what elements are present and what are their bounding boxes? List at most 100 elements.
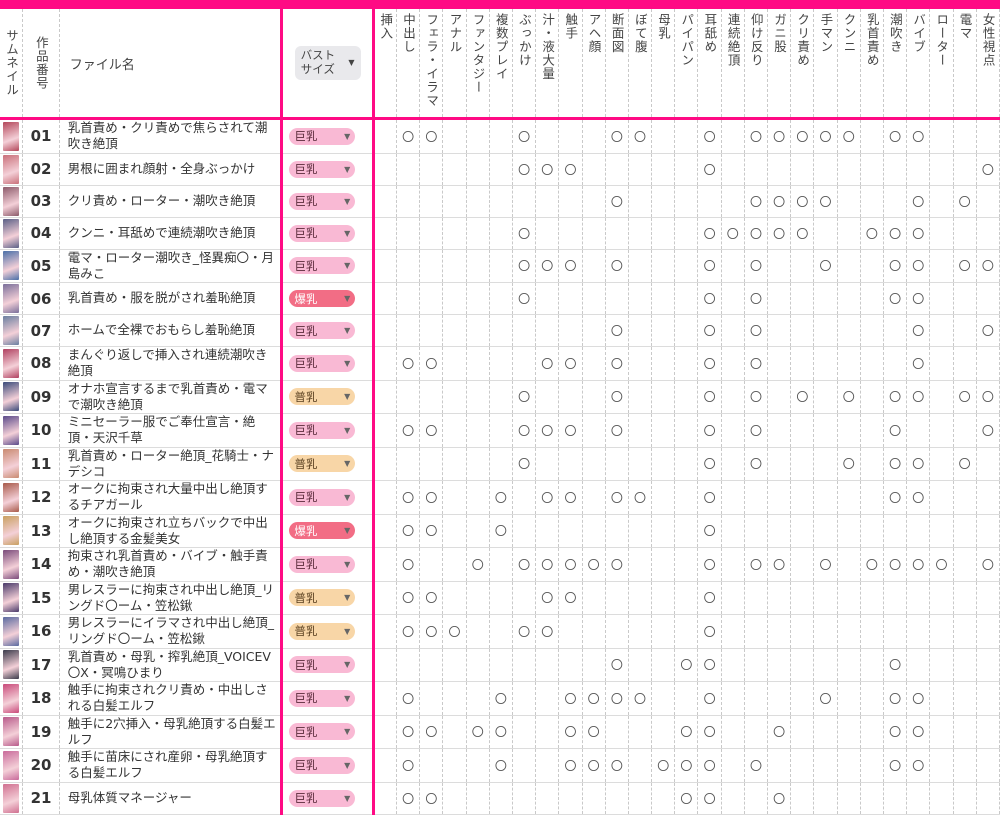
tag-mark: 〇 [697,514,722,548]
table-row[interactable]: 14 拘束され乳首責め・バイブ・触手責め・潮吹き絶頂 巨乳 ▼ 〇〇〇〇〇〇〇〇〇〇〇〇… [0,547,1000,582]
thumbnail-image[interactable] [3,186,20,216]
table-row[interactable]: 03 クリ責め・ローター・潮吹き絶頂 巨乳 ▼ 〇〇〇〇〇〇〇 [0,185,1000,218]
thumbnail-image[interactable] [3,650,20,680]
table-row[interactable]: 05 電マ・ローター潮吹き_怪異痴〇・月島みこ 巨乳 ▼ 〇〇〇〇〇〇〇〇〇〇〇 [0,249,1000,283]
tag-mark [790,648,815,682]
table-row[interactable]: 04 クンニ・耳舐めで連続潮吹き絶頂 巨乳 ▼ 〇〇〇〇〇〇〇〇〇 [0,217,1000,250]
table-row[interactable]: 20 触手に苗床にされ産卵・母乳絶頂する白髪エルフ 巨乳 ▼ 〇〇〇〇〇〇〇〇〇〇〇 [0,748,1000,783]
tag-mark: 〇 [813,118,838,154]
thumbnail-image[interactable] [3,316,20,345]
table-row[interactable]: 12 オークに拘束され大量中出し絶頂するチアガール 巨乳 ▼ 〇〇〇〇〇〇〇〇〇〇 [0,480,1000,515]
header-tag: 耳舐め [697,9,722,120]
thumbnail-image[interactable] [3,516,20,546]
table-row[interactable]: 13 オークに拘束され立ちバックで中出し絶頂する金髪美女 爆乳 ▼ 〇〇〇〇 [0,514,1000,548]
bust-size-dropdown[interactable]: 巨乳 ▼ [289,421,356,439]
bust-size-dropdown[interactable]: 爆乳 ▼ [289,290,356,307]
thumbnail-image[interactable] [3,284,20,313]
thumbnail-image[interactable] [3,583,20,613]
thumbnail-image[interactable] [3,348,20,378]
bust-size-dropdown[interactable]: 巨乳 ▼ [289,322,356,339]
tag-mark [929,249,954,283]
bust-size-dropdown[interactable]: 巨乳 ▼ [289,555,356,573]
thumbnail-image[interactable] [3,449,20,479]
bust-size-dropdown[interactable]: 普乳 ▼ [289,388,356,406]
tag-mark [373,782,398,815]
thumbnail-image[interactable] [3,717,20,747]
thumbnail-cell [0,514,24,548]
tag-mark [697,185,722,218]
table-row[interactable]: 10 ミニセーラー服でご奉仕宣言・絶頂・天沢千草 巨乳 ▼ 〇〇〇〇〇〇〇〇〇〇 [0,413,1000,448]
work-number: 19 [22,715,60,749]
tag-mark [442,380,467,414]
tag-mark [790,715,815,749]
bust-size-dropdown[interactable]: 巨乳 ▼ [289,224,356,242]
tag-mark [929,715,954,749]
bust-size-cell: 普乳 ▼ [280,614,375,649]
tag-mark: 〇 [744,185,769,218]
bust-size-dropdown[interactable]: 普乳 ▼ [289,589,356,607]
thumbnail-image[interactable] [3,750,20,780]
table-row[interactable]: 17 乳首責め・母乳・搾乳絶頂_VOICEV〇X・冥鳴ひまり 巨乳 ▼ 〇〇〇〇 [0,648,1000,682]
tag-mark: 〇 [953,249,977,283]
table-row[interactable]: 21 母乳体質マネージャー 巨乳 ▼ 〇〇〇〇〇 [0,782,1000,815]
table-row[interactable]: 02 男根に囲まれ顔射・全身ぶっかけ 巨乳 ▼ 〇〇〇〇〇 [0,153,1000,186]
table-row[interactable]: 16 男レスラーにイラマされ中出し絶頂_リングド〇ーム・笠松鍬 普乳 ▼ 〇〇〇〇〇〇 [0,614,1000,649]
tag-mark [558,380,583,414]
tag-mark [373,748,398,783]
thumbnail-cell [0,648,24,682]
tag-mark [373,153,398,186]
bust-size-dropdown[interactable]: 巨乳 ▼ [289,160,356,178]
header-bust-size-filter[interactable]: バスト サイズ ▼ [280,9,375,120]
tag-mark [605,581,629,615]
thumbnail-image[interactable] [3,616,20,646]
thumbnail-image[interactable] [3,549,20,579]
tag-mark: 〇 [883,282,908,315]
work-number: 01 [22,118,60,154]
table-row[interactable]: 01 乳首責め・クリ責めで焦らされて潮吹き絶頂 巨乳 ▼ 〇〇〇〇〇〇〇〇〇〇〇〇〇 [0,118,1000,154]
tag-mark [860,715,884,749]
bust-size-dropdown[interactable]: 巨乳 ▼ [289,192,356,210]
bust-size-dropdown[interactable]: 巨乳 ▼ [289,488,356,506]
thumbnail-image[interactable] [3,121,20,151]
tag-mark [442,715,467,749]
thumbnail-image[interactable] [3,251,20,281]
bust-size-cell: 巨乳 ▼ [280,715,375,749]
tag-mark: 〇 [582,748,606,783]
tag-mark: 〇 [860,547,884,582]
bust-size-dropdown[interactable]: 巨乳 ▼ [289,723,356,741]
thumbnail-image[interactable] [3,482,20,512]
bust-size-cell: 巨乳 ▼ [280,314,375,347]
bust-size-cell: 普乳 ▼ [280,380,375,414]
bust-size-dropdown[interactable]: 巨乳 ▼ [289,689,356,707]
tag-mark: 〇 [697,480,722,515]
bust-size-dropdown[interactable]: 巨乳 ▼ [289,354,356,372]
thumbnail-image[interactable] [3,218,20,248]
thumbnail-image[interactable] [3,415,20,445]
bust-size-dropdown[interactable]: 巨乳 ▼ [289,257,356,275]
bust-size-label: 巨乳 [294,557,318,572]
table-row[interactable]: 11 乳首責め・ローター絶頂_花騎士・ナデシコ 普乳 ▼ 〇〇〇〇〇〇〇 [0,447,1000,481]
thumbnail-image[interactable] [3,683,20,713]
thumbnail-image[interactable] [3,154,20,184]
bust-size-dropdown[interactable]: 巨乳 ▼ [289,756,356,774]
bust-size-select[interactable]: バスト サイズ ▼ [294,46,361,80]
bust-size-dropdown[interactable]: 普乳 ▼ [289,622,356,640]
table-row[interactable]: 06 乳首責め・服を脱がされ羞恥絶頂 爆乳 ▼ 〇〇〇〇〇 [0,282,1000,315]
bust-size-dropdown[interactable]: 巨乳 ▼ [289,656,356,674]
table-row[interactable]: 15 男レスラーに拘束され中出し絶頂_リングド〇ーム・笠松鍬 普乳 ▼ 〇〇〇〇〇 [0,581,1000,615]
bust-size-dropdown[interactable]: 巨乳 ▼ [289,789,356,807]
bust-size-dropdown[interactable]: 巨乳 ▼ [289,127,356,145]
table-row[interactable]: 18 触手に拘束されクリ責め・中出しされる白髪エルフ 巨乳 ▼ 〇〇〇〇〇〇〇〇〇〇 [0,681,1000,716]
table-row[interactable]: 09 オナホ宣言するまで乳首責め・電マで潮吹き絶頂 普乳 ▼ 〇〇〇〇〇〇〇〇〇〇 [0,380,1000,414]
thumbnail-image[interactable] [3,783,20,813]
table-row[interactable]: 07 ホームで全裸でおもらし羞恥絶頂 巨乳 ▼ 〇〇〇〇〇 [0,314,1000,347]
bust-size-dropdown[interactable]: 普乳 ▼ [289,455,356,473]
tag-mark [558,185,583,218]
table-row[interactable]: 08 まんぐり返しで挿入され連続潮吹き絶頂 巨乳 ▼ 〇〇〇〇〇〇〇〇 [0,346,1000,381]
table-row[interactable]: 19 触手に2穴挿入・母乳絶頂する白髪エルフ 巨乳 ▼ 〇〇〇〇〇〇〇〇〇〇〇 [0,715,1000,749]
thumbnail-image[interactable] [3,382,20,412]
bust-size-label: 巨乳 [294,657,318,672]
tag-mark [651,413,676,448]
tag-mark [628,614,653,649]
bust-size-dropdown[interactable]: 爆乳 ▼ [289,522,356,540]
